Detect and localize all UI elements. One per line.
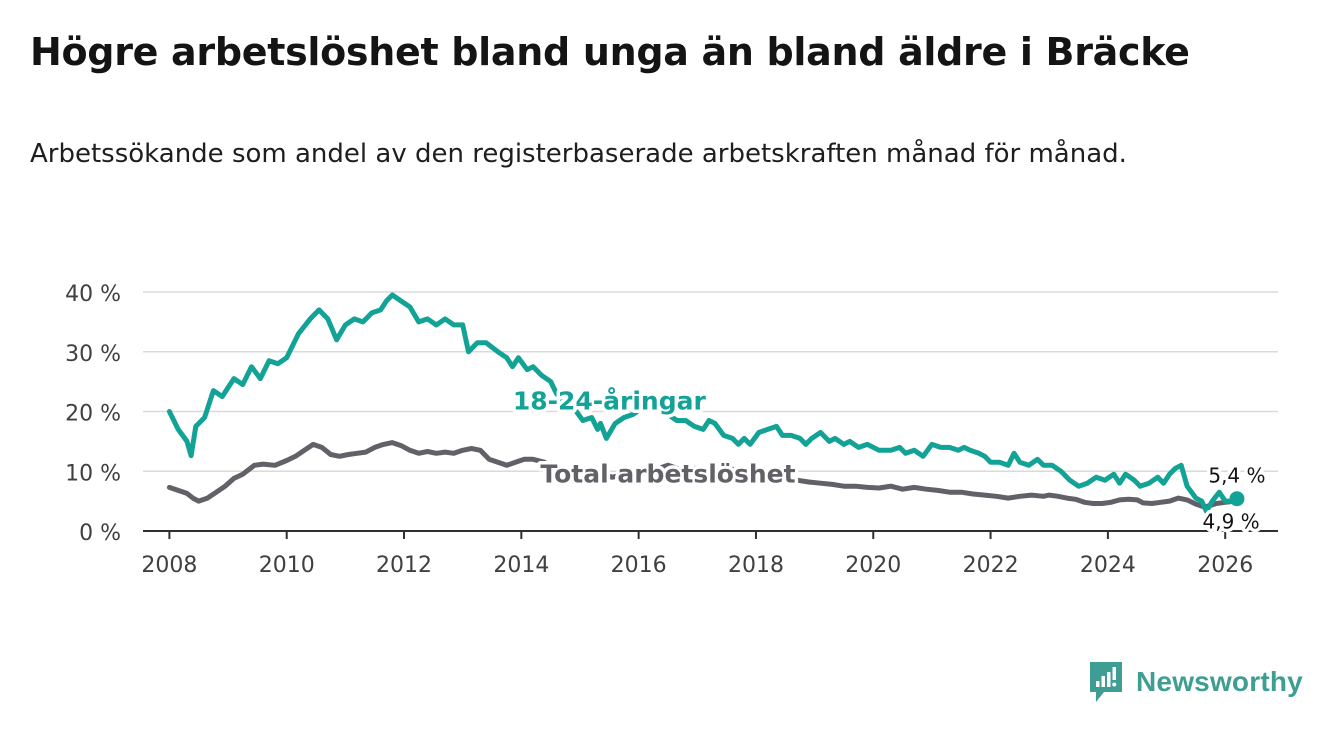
y-tick-label: 30 %: [65, 342, 121, 367]
series-end-dot: [1229, 491, 1245, 507]
x-tick-label: 2018: [728, 553, 784, 578]
page-title: Högre arbetslöshet bland unga än bland ä…: [30, 30, 1190, 74]
y-axis: 0 % 10 % 20 % 30 % 40 %: [65, 282, 121, 546]
x-tick-label: 2026: [1197, 553, 1253, 578]
x-tick-label: 2022: [963, 553, 1019, 578]
brand-name: Newsworthy: [1136, 666, 1303, 697]
y-tick-label: 40 %: [65, 282, 121, 307]
series-label-total: Total arbetslöshet: [540, 460, 795, 489]
x-tick-label: 2012: [376, 553, 432, 578]
x-tick-label: 2010: [259, 553, 315, 578]
y-tick-label: 0 %: [79, 521, 121, 546]
series-line-youth: [166, 292, 1240, 514]
y-tick-label: 20 %: [65, 402, 121, 427]
series-label-youth: 18-24-åringar: [513, 387, 707, 416]
y-tick-label: 10 %: [65, 461, 121, 486]
newsworthy-logo-icon: [1090, 662, 1122, 702]
x-tick-label: 2008: [141, 553, 197, 578]
x-tick-label: 2014: [493, 553, 549, 578]
x-tick-label: 2024: [1080, 553, 1136, 578]
annotations: 18-24-åringar Total arbetslöshet 5,4 % 4,9 …: [509, 383, 1269, 537]
x-axis: 2008 2010 2012 2014 2016 2018 2020 2022 2024 2026: [141, 530, 1278, 578]
series: [166, 292, 1245, 514]
end-value-label-total: 4,9 %: [1202, 510, 1259, 534]
end-value-label-youth: 5,4 %: [1208, 464, 1265, 488]
newsworthy-logo: Newsworthy: [1088, 660, 1303, 704]
x-tick-label: 2016: [611, 553, 667, 578]
page-subtitle: Arbetssökande som andel av den registerb…: [30, 139, 1127, 169]
x-tick-label: 2020: [845, 553, 901, 578]
series-line-total: [166, 440, 1234, 510]
